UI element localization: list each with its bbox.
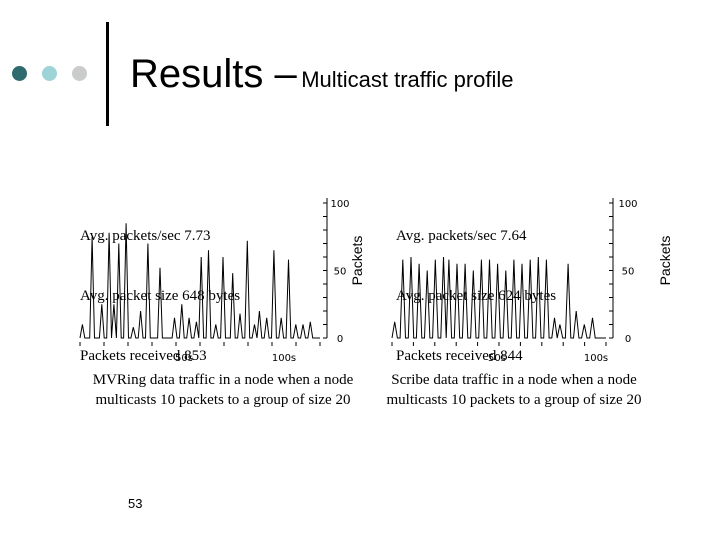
y-tick-label: 50 [622,267,635,278]
panel-1-stat-avg-rate: Avg. packets/sec 7.73 [80,228,211,244]
panel-2-stat-avg-rate: Avg. packets/sec 7.64 [396,228,527,244]
slide-title: Results – Multicast traffic profile [130,52,514,97]
panel-2-caption: Scribe data traffic in a node when a nod… [386,372,642,408]
title-divider [106,22,109,126]
y-tick-label: 100 [330,199,349,210]
x-tick-label: 100s [272,353,296,364]
bullet-dot-1 [12,66,27,81]
panel-1-caption: MVRing data traffic in a node when a nod… [92,372,354,408]
panel-1-stat-received: Packets received 853 [80,348,207,364]
y-axis-title: Packets [349,236,365,286]
bullet-dot-3 [72,66,87,81]
series-line [79,223,320,339]
y-tick-label: 0 [625,334,631,345]
page-number: 53 [128,496,143,511]
chart-mvring-traffic: 0 50 100 Packets 50s 100s [79,198,365,364]
y-axis-title: Packets [657,236,673,286]
series-line [391,256,606,339]
x-tick-label: 100s [584,353,608,364]
y-tick-label: 50 [334,267,347,278]
panel-2-stat-received: Packets received 844 [396,348,523,364]
x-tick-label: 50s [175,353,193,364]
chart-scribe-traffic: 0 50 100 Packets 50s 100s [391,198,673,364]
title-sub: Multicast traffic profile [301,67,514,92]
y-tick-label: 0 [337,334,343,345]
y-tick-label: 100 [618,199,637,210]
x-tick-label: 50s [488,353,506,364]
title-main: Results – [130,52,297,96]
bullet-dot-2 [42,66,57,81]
